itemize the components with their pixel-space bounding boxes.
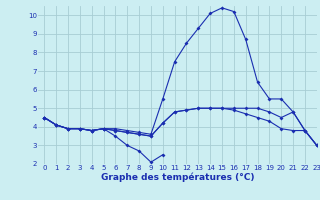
- X-axis label: Graphe des températures (°C): Graphe des températures (°C): [101, 173, 254, 182]
